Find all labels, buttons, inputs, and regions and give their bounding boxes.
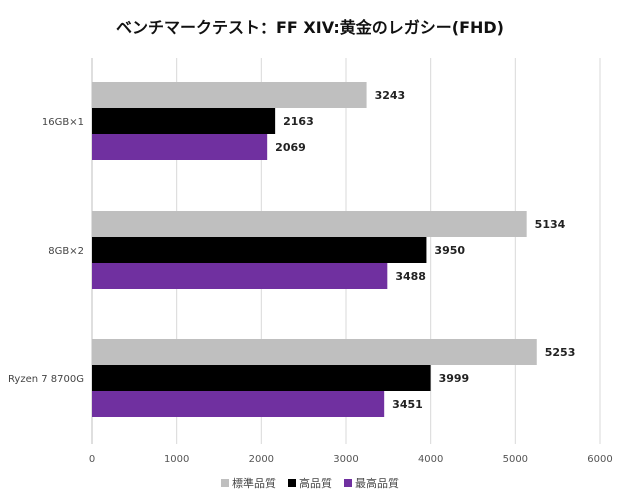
- legend-label: 最高品質: [355, 477, 399, 490]
- legend: 標準品質 高品質 最高品質: [0, 475, 620, 491]
- bar-value-label: 3243: [375, 89, 406, 102]
- legend-label: 高品質: [299, 477, 332, 490]
- x-tick-label: 6000: [587, 454, 612, 465]
- category-label: Ryzen 7 8700G: [8, 374, 84, 385]
- x-tick-label: 0: [89, 454, 95, 465]
- bar: [92, 365, 431, 391]
- bar-value-label: 2163: [283, 115, 314, 128]
- legend-item: 標準品質: [221, 475, 276, 491]
- bar: [92, 134, 268, 160]
- bar: [92, 237, 427, 263]
- bar-value-label: 3999: [439, 372, 470, 385]
- category-label: 16GB×1: [42, 117, 84, 128]
- legend-item: 高品質: [288, 475, 332, 491]
- bar-value-label: 3950: [434, 244, 465, 257]
- bar: [92, 108, 276, 134]
- legend-item: 最高品質: [344, 475, 399, 491]
- bar-value-label: 5134: [535, 218, 566, 231]
- bar-value-label: 5253: [545, 346, 576, 359]
- x-tick-label: 1000: [164, 454, 189, 465]
- value-labels: 3243 2163 2069 5134 3950 3488 5253 3999 3451: [275, 89, 575, 411]
- x-tick-labels: 0 1000 2000 3000 4000 5000 6000: [89, 454, 613, 465]
- x-tick-label: 2000: [249, 454, 274, 465]
- bars: [92, 82, 537, 417]
- chart-title: ベンチマークテスト：FF XIV:黄金のレガシー(FHD): [115, 18, 504, 37]
- bar-value-label: 3488: [395, 270, 426, 283]
- bar: [92, 339, 537, 365]
- x-tick-label: 4000: [418, 454, 443, 465]
- bar: [92, 211, 527, 237]
- legend-swatch: [221, 479, 229, 487]
- legend-swatch: [288, 479, 296, 487]
- category-labels: 16GB×1 8GB×2 Ryzen 7 8700G: [8, 117, 84, 385]
- bar: [92, 82, 367, 108]
- bar: [92, 391, 385, 417]
- x-tick-label: 3000: [333, 454, 358, 465]
- bar: [92, 263, 388, 289]
- category-label: 8GB×2: [48, 246, 84, 257]
- legend-label: 標準品質: [232, 477, 276, 490]
- x-tick-label: 5000: [503, 454, 528, 465]
- bar-value-label: 3451: [392, 398, 423, 411]
- bar-value-label: 2069: [275, 141, 306, 154]
- legend-swatch: [344, 479, 352, 487]
